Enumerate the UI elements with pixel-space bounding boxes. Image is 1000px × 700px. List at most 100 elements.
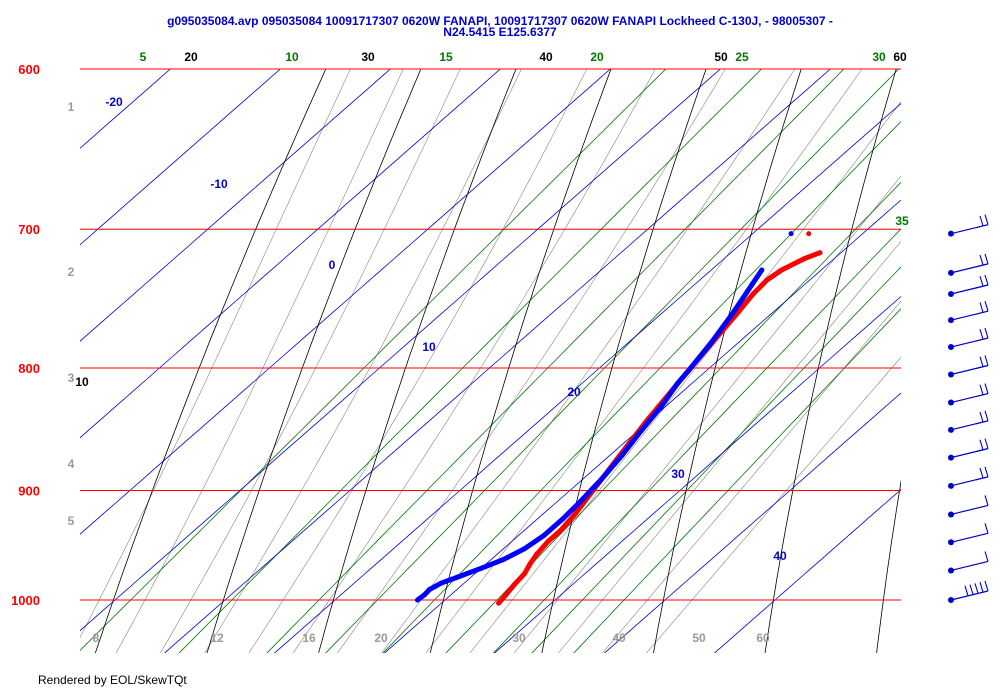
dry-adiabat-line [94,69,327,653]
isotherm-label: -10 [210,177,228,191]
mixing-ratio-line [325,69,900,653]
moist-adiabat-line [248,69,588,653]
dewpoint-trace-point [541,533,547,539]
moist-adiabat-line [337,69,726,653]
moist-adiabat-line [80,69,351,639]
wind-barb [948,214,989,237]
pressure-label: 800 [18,361,40,376]
bottom-scale-label: 16 [302,631,316,645]
temperature-isolated-point [806,231,812,237]
isotherm-label: 10 [422,340,436,354]
bottom-scale-label: 12 [210,631,224,645]
pressure-label: 700 [18,222,40,237]
mixing-ratio-label: 25 [735,50,749,64]
dry-adiabat-label: 20 [184,50,198,64]
wind-barb [948,580,989,603]
renderer-credit: Rendered by EOL/SkewTQt [38,673,187,687]
temperature-trace-point [545,538,551,544]
temperature-trace-point [496,600,502,606]
mixing-ratio-label: 10 [285,50,299,64]
dewpoint-trace-point [729,312,735,318]
sounding-traces [415,231,823,606]
bottom-scale-label: 40 [612,631,626,645]
moist-adiabat-line [601,300,901,653]
moist-adiabat-line [513,175,901,653]
bottom-scale-label: 50 [692,631,706,645]
bottom-scale-label: 60 [756,631,770,645]
temperature-trace-point [527,561,533,567]
mixing-ratio-line [80,69,667,651]
wind-barb [948,274,989,298]
isotherm-label: 0 [329,258,336,272]
temperature-trace-point [573,510,579,516]
temperature-trace-point [764,277,770,283]
mixing-ratio-label: 30 [872,50,886,64]
dry-adiabat-label: 40 [539,50,553,64]
wind-barb [948,523,989,546]
dry-adiabat-line [653,69,802,653]
isotherm-label: 40 [773,549,787,563]
left-scale-label: 2 [68,265,75,279]
wind-barb [948,495,989,518]
isotherm-line [273,103,901,653]
dewpoint-trace-point [577,499,583,505]
wind-barb [948,383,989,406]
dewpoint-trace-point [599,476,605,482]
dewpoint-trace-point [415,597,420,603]
dewpoint-trace-point [709,339,715,345]
wind-barb [948,551,989,574]
dewpoint-trace-point [500,557,506,563]
mixing-ratio-label: 5 [140,50,147,64]
dewpoint-trace-point [422,592,428,598]
mixing-ratio-lines [80,69,901,653]
pressure-label: 600 [18,62,40,77]
mixing-ratio-label: 20 [590,50,604,64]
bottom-scale-label: 8 [93,631,100,645]
isotherm-line [80,69,611,535]
dewpoint-trace-point [560,516,566,522]
dry-adiabat-line [764,69,897,653]
dry-adiabat-label: 10 [75,375,89,389]
dewpoint-isolated-point [788,231,794,237]
dewpoint-trace-point [426,587,432,593]
dry-adiabat-line [429,69,612,653]
dewpoint-trace-point [619,452,625,458]
isotherm-line [493,295,901,653]
moist-adiabat-line [469,101,901,653]
title-line-1: g095035084.avp 095035084 10091717307 062… [167,14,833,28]
bottom-scale-label: 30 [512,631,526,645]
isotherm-line [713,489,901,653]
isotherm-label: -20 [105,95,123,109]
temperature-trace-point [817,250,823,256]
dry-adiabat-label: 60 [893,50,907,64]
temperature-trace-point [503,592,509,598]
isotherm-line [80,69,391,342]
mixing-ratio-line [492,228,901,653]
temperature-trace-point [534,551,540,557]
dry-adiabat-label: 50 [714,50,728,64]
moist-adiabat-line [557,240,901,653]
dewpoint-trace-point [749,281,755,287]
dry-adiabats [94,69,901,653]
dewpoint-trace-point [658,403,664,409]
temperature-trace-point [779,267,785,273]
temperature-trace-point [512,581,518,587]
dry-adiabat-line [876,479,901,653]
mixing-ratio-line [178,69,763,653]
moist-adiabat-line [425,69,863,653]
chart-title: g095035084.avp 095035084 10091717307 062… [0,14,1000,39]
moist-adiabat-line [160,69,461,653]
title-line-2: N24.5415 E125.6377 [443,25,557,39]
temperature-trace-point [750,291,756,297]
moist-adiabat-line [381,69,796,653]
wind-barb [948,466,989,489]
dewpoint-trace-point [455,574,461,580]
dewpoint-trace-point [759,267,765,273]
dewpoint-trace-point [438,580,444,586]
wind-barb [948,253,989,276]
dewpoint-trace [415,267,765,603]
isotherm-line [80,69,171,149]
isotherm-line [383,199,901,653]
